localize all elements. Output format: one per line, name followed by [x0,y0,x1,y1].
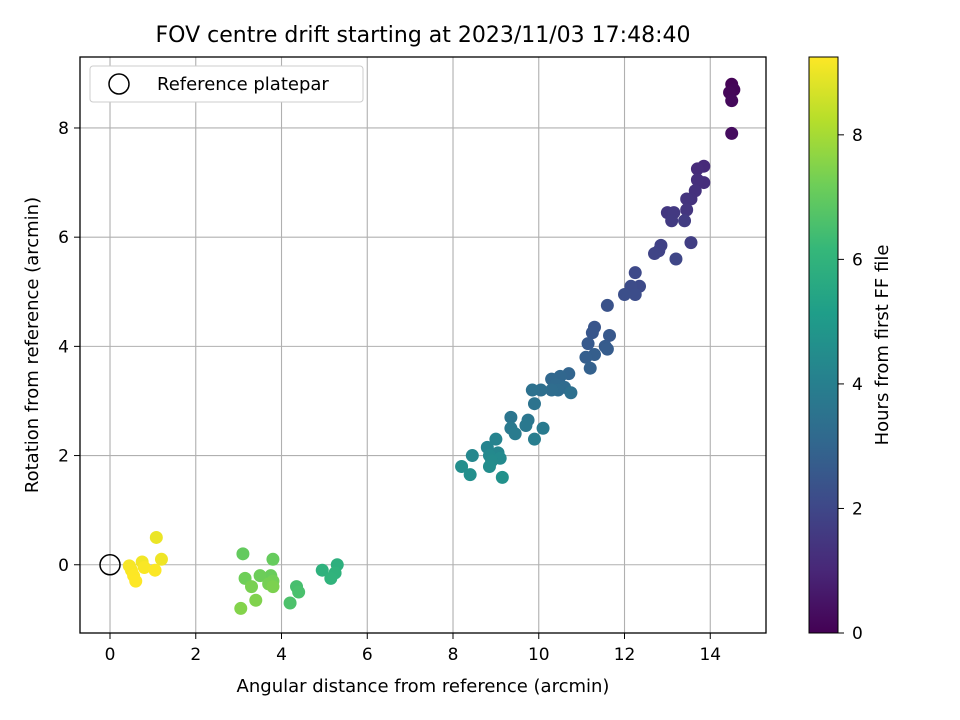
data-point [669,252,683,266]
legend-marker [108,73,130,95]
legend-label: Reference platepar [157,74,329,95]
data-point [690,173,704,187]
data-point [628,287,642,301]
data-point [455,459,469,473]
data-point [725,94,739,108]
data-point [583,361,597,375]
data-point [129,574,143,588]
y-tick-label: 4 [58,337,69,357]
data-point [527,432,541,446]
colorbar-ticks: 0 2 4 6 8 [838,126,863,644]
data-point [618,287,632,301]
data-point [508,427,522,441]
data-point [283,596,297,610]
data-point [482,459,496,473]
x-tick-label: 0 [105,645,116,665]
y-axis-label: Rotation from reference (arcmin) [22,197,43,493]
data-point [600,298,614,312]
x-tick-label: 8 [448,645,459,665]
data-point [253,569,267,583]
y-tick-label: 0 [58,556,69,576]
data-point [489,432,503,446]
data-point [249,593,263,607]
data-point [236,547,250,561]
plot-frame [79,56,767,634]
x-tick-label: 6 [362,645,373,665]
y-tick-label: 2 [58,447,69,467]
data-point [581,337,595,351]
data-point [149,530,163,544]
reference-marker-layer [99,554,121,576]
data-point [234,601,248,615]
x-tick-label: 2 [190,645,201,665]
data-point [648,247,662,261]
data-point [684,236,698,250]
data-point [600,342,614,356]
colorbar-tick-label: 2 [852,499,863,519]
colorbar-tick-label: 4 [852,375,863,395]
data-point [527,397,541,411]
y-axis-ticks: 0 2 4 6 8 [58,119,80,576]
data-point [266,552,280,566]
colorbar-tick-label: 0 [852,624,863,644]
data-point [266,580,280,594]
data-point [525,383,539,397]
data-point [245,580,258,594]
data-point [465,449,479,463]
grid-lines [80,57,766,633]
data-point [463,468,477,482]
data-point [680,203,694,217]
x-tick-label: 10 [528,645,550,665]
chart-title: FOV centre drift starting at 2023/11/03 … [156,23,691,48]
data-point [504,410,518,424]
colorbar-strip [808,56,839,634]
data-point [536,421,550,435]
data-point [585,326,599,340]
legend-box [89,65,364,103]
data-point [579,350,593,364]
colorbar: 0 2 4 6 8 Hours from first FF file [808,56,893,644]
data-point [545,383,559,397]
data-point [495,470,509,484]
x-tick-label: 14 [699,645,721,665]
data-point [603,328,617,342]
x-tick-label: 4 [276,645,287,665]
data-point [665,214,679,228]
data-point [315,563,329,577]
data-point [137,560,151,574]
data-point [148,563,162,577]
data-point [628,266,642,280]
x-axis-ticks: 0 2 4 6 8 10 12 14 [105,633,721,665]
data-point [154,552,168,566]
data-point [519,419,533,433]
x-tick-label: 12 [614,645,636,665]
y-tick-label: 6 [58,228,69,248]
data-point [678,214,692,228]
colorbar-tick-label: 8 [852,126,863,146]
legend: Reference platepar [89,65,364,103]
x-axis-label: Angular distance from reference (arcmin) [237,676,610,697]
colorbar-tick-label: 6 [852,250,863,270]
data-points [122,77,741,615]
y-tick-label: 8 [58,119,69,139]
data-point [324,571,338,585]
data-point [680,192,694,206]
colorbar-label: Hours from first FF file [872,245,893,446]
reference-marker [99,554,121,576]
data-point [690,162,704,176]
data-point [564,386,578,400]
data-point [292,585,306,599]
data-point [725,126,739,140]
